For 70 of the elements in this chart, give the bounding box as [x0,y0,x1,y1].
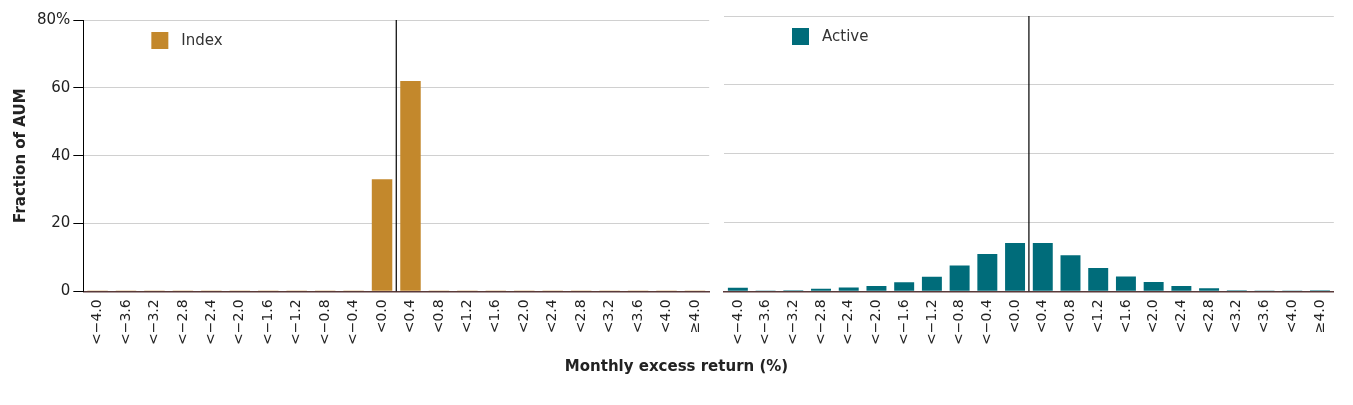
bar [400,81,421,291]
bar [727,287,748,291]
x-tick-label: <3.6 [1255,299,1272,334]
x-tick-label: <−2.4 [839,299,856,346]
x-tick-label: <2.4 [543,299,560,334]
x-tick-label: <−0.4 [344,299,361,346]
x-tick-label: <0.0 [1005,299,1022,334]
x-tick-label: ≥4.0 [1310,299,1327,334]
x-tick-label: <−2.8 [173,299,190,346]
x-axis-title: Monthly excess return (%) [563,357,790,375]
x-tick-label: <−1.6 [894,299,911,346]
x-tick-label: <−3.6 [116,299,133,346]
bar [921,276,942,291]
x-tick-label: <−1.2 [922,299,939,346]
x-tick-label: <3.2 [1227,299,1244,334]
bar [1005,243,1026,291]
x-tick-label: <−2.0 [230,299,247,346]
x-tick-label: <0.4 [401,299,418,334]
x-tick-label: <−0.4 [977,299,994,346]
bar [977,254,998,291]
x-tick-label: <−0.8 [950,299,967,346]
x-tick-label: <−1.2 [287,299,304,346]
bar [894,282,915,291]
legend-label: Index [181,30,223,49]
x-tick-label: <3.2 [600,299,617,334]
x-tick-label: <0.4 [1033,299,1050,334]
x-tick-label: <0.0 [372,299,389,334]
x-tick-label: <−3.6 [756,299,773,346]
x-tick-label: <2.0 [1144,299,1161,334]
y-tick-label: 60 [51,77,71,96]
x-tick-label: <−4.0 [88,299,105,346]
y-tick-label: 0 [60,281,71,300]
x-tick-label: <1.6 [1116,299,1133,334]
x-tick-label: ≥4.0 [685,299,702,334]
bar [1088,267,1109,291]
x-tick-label: <2.8 [1199,299,1216,334]
bar [838,287,859,291]
x-tick-label: <1.6 [486,299,503,334]
y-axis-title: Fraction of AUM [10,88,29,223]
y-tick-label: 20 [51,213,71,232]
x-tick-label: <0.8 [429,299,446,334]
x-tick-label: <4.0 [657,299,674,334]
x-tick-label: <−4.0 [728,299,745,346]
x-tick-label: <2.8 [571,299,588,334]
bar [1199,288,1220,291]
bar [1171,286,1192,291]
x-tick-label: <−1.6 [258,299,275,346]
x-tick-label: <−3.2 [783,299,800,346]
x-tick-label: <−0.8 [315,299,332,346]
x-tick-label: <−2.4 [202,299,218,346]
bar [866,286,887,291]
bar [949,265,970,291]
bar [1143,281,1164,291]
x-tick-label: <4.0 [1282,299,1299,334]
x-tick-label: <2.0 [514,299,531,334]
y-tick-label: 40 [51,145,71,164]
x-tick-label: <1.2 [1088,299,1105,334]
y-tick-label: 80% [37,9,71,28]
legend-label: Active [822,26,869,45]
bar [1032,243,1053,291]
x-tick-label: <−2.0 [867,299,884,346]
x-tick-label: <−3.2 [145,299,162,346]
x-tick-label: <3.6 [628,299,645,334]
x-tick-label: <−2.8 [811,299,828,346]
bar [1115,276,1136,291]
bar [371,179,393,291]
x-tick-label: <0.8 [1061,299,1078,334]
x-tick-label: <1.2 [458,299,475,334]
x-tick-label: <2.4 [1172,299,1189,334]
bar [1060,255,1081,291]
